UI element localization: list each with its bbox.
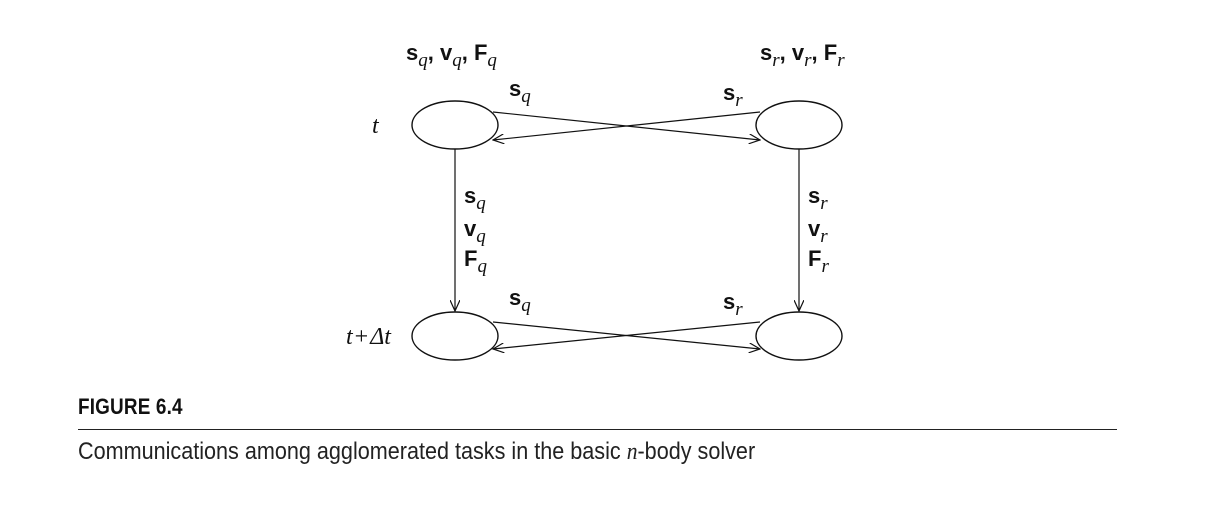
bottom-sq-label: sq [509,285,531,316]
r-down-F-label: Fr [808,246,829,277]
r-down-v-label: vr [808,216,828,247]
arrow-r-to-q-top [493,111,761,140]
r-down-s-label: sr [808,183,828,214]
arrow-r-to-q-bottom [493,321,761,349]
q-down-F-label: Fq [464,246,487,277]
figure-title: FIGURE 6.4 [78,394,183,419]
time-t-plus-dt-label: t+Δt [346,324,392,350]
top-sr-label: sr [723,80,743,111]
q-down-v-label: vq [464,216,486,247]
task-r-state-label: sr, vr, Fr [760,40,845,71]
caption-italic-n: n [626,439,638,465]
bottom-sr-label: sr [723,289,743,320]
caption-text-start: Communications among agglomerated tasks … [78,438,627,465]
task-r-time-t [755,100,843,150]
nbody-communication-diagram: sq, vq, Fq sr, vr, Fr sq sr sq sr sq vq [346,40,845,361]
task-q-time-t-plus-dt [411,311,499,361]
task-r-time-t-plus-dt [755,311,843,361]
task-q-time-t [411,100,499,150]
q-down-s-label: sq [464,183,486,214]
figure-caption: Communications among agglomerated tasks … [78,438,755,466]
top-sq-label: sq [509,76,531,107]
task-q-state-label: sq, vq, Fq [406,40,497,71]
time-t-label: t [372,113,380,139]
figure-divider [78,429,1117,430]
caption-text-end: -body solver [637,438,756,465]
